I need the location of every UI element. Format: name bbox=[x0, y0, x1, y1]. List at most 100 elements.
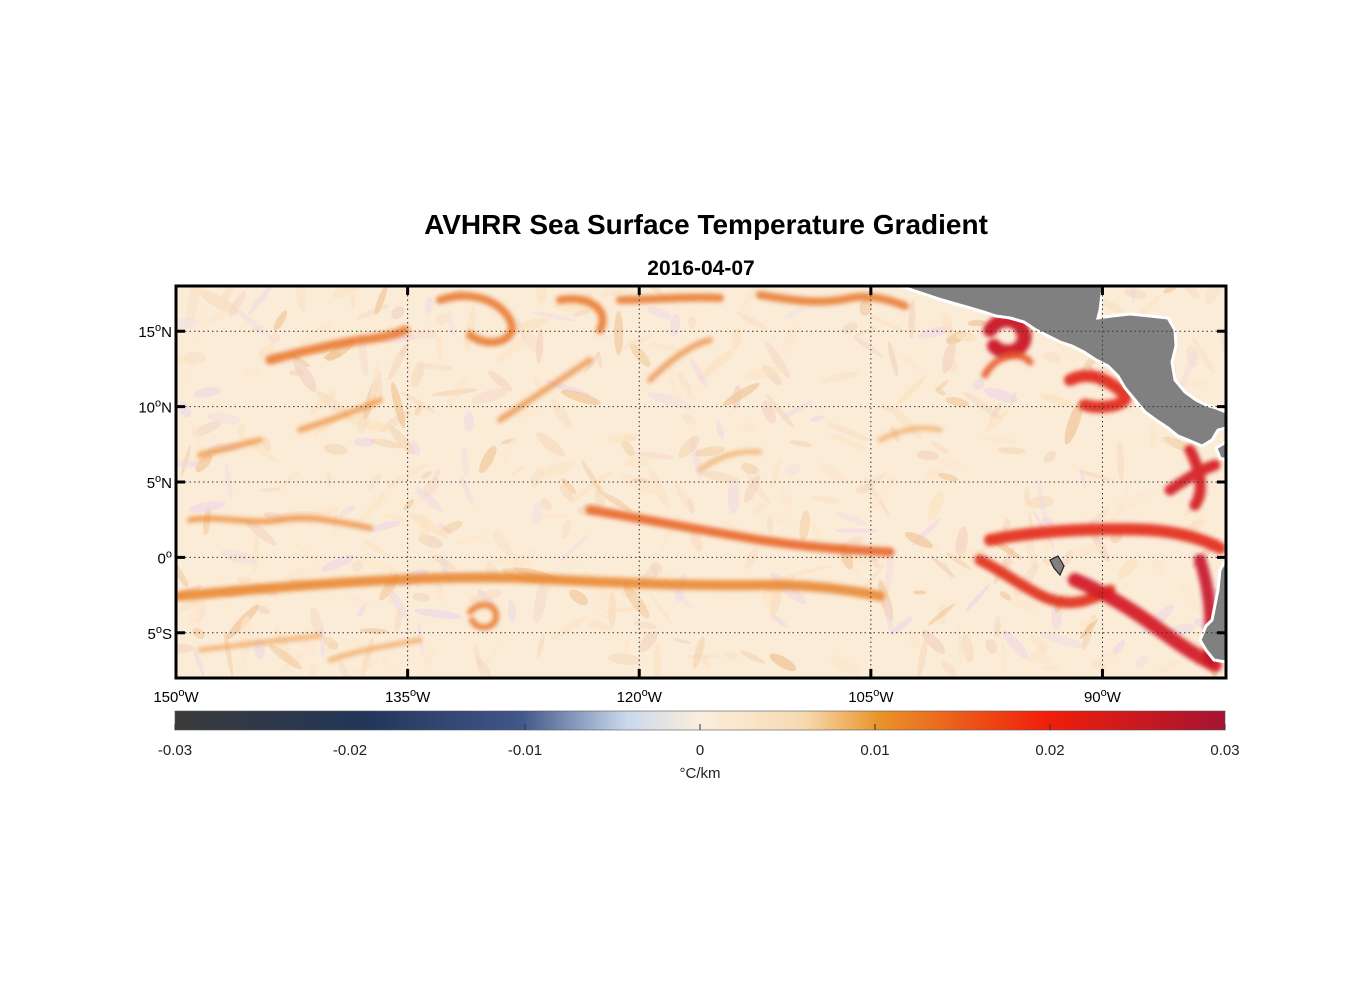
texture-streak bbox=[946, 552, 972, 570]
texture-streak bbox=[968, 319, 986, 327]
texture-streak bbox=[299, 319, 335, 346]
colorbar-unit-label: °C/km bbox=[680, 765, 721, 782]
texture-streak bbox=[630, 343, 651, 367]
texture-streak bbox=[989, 402, 1002, 422]
texture-streak bbox=[979, 434, 1018, 443]
feature-wave-south-1 bbox=[187, 515, 373, 531]
map-area bbox=[176, 286, 1226, 678]
texture-streak bbox=[1077, 617, 1099, 627]
texture-streak bbox=[248, 286, 276, 315]
texture-streak bbox=[789, 440, 813, 447]
texture-streak bbox=[690, 528, 703, 552]
texture-streak bbox=[1028, 646, 1048, 662]
texture-streak bbox=[1153, 659, 1182, 676]
texture-streak bbox=[941, 661, 957, 677]
texture-streak bbox=[409, 513, 450, 538]
texture-streak bbox=[623, 456, 650, 468]
texture-streak bbox=[698, 349, 734, 381]
texture-streak bbox=[887, 341, 899, 377]
texture-streak bbox=[309, 607, 323, 637]
texture-streak bbox=[176, 351, 189, 381]
texture-streak bbox=[843, 555, 882, 567]
texture-streak bbox=[400, 391, 436, 413]
texture-streak bbox=[176, 596, 204, 615]
texture-streak bbox=[464, 306, 476, 352]
texture-streak bbox=[507, 599, 516, 623]
texture-streak bbox=[945, 397, 970, 407]
texture-streak bbox=[687, 316, 696, 329]
texture-streak bbox=[1149, 421, 1157, 450]
texture-streak bbox=[362, 540, 389, 557]
texture-streak bbox=[531, 311, 575, 322]
texture-streak bbox=[837, 512, 868, 526]
texture-streak bbox=[195, 454, 213, 473]
texture-streak bbox=[1176, 580, 1204, 618]
texture-streak bbox=[648, 468, 670, 509]
texture-streak bbox=[222, 286, 236, 304]
texture-streak bbox=[716, 420, 724, 440]
texture-streak bbox=[927, 491, 944, 521]
texture-streak bbox=[1002, 629, 1029, 659]
feature-wave-north-2 bbox=[197, 397, 383, 458]
texture-streak bbox=[573, 470, 612, 501]
texture-streak bbox=[621, 333, 654, 350]
colorbar-tick-label: 0.02 bbox=[1035, 742, 1064, 759]
texture-streak bbox=[997, 447, 1026, 455]
texture-streak bbox=[181, 444, 191, 477]
feature-eddies-north bbox=[436, 292, 607, 347]
texture-streak bbox=[868, 315, 905, 332]
texture-streak bbox=[429, 545, 438, 566]
texture-streak bbox=[539, 513, 568, 519]
texture-streak bbox=[692, 636, 705, 669]
texture-streak bbox=[241, 368, 260, 377]
texture-streak bbox=[1111, 482, 1131, 524]
texture-streak bbox=[268, 644, 303, 670]
texture-streak bbox=[460, 475, 474, 507]
texture-streak bbox=[745, 545, 759, 570]
texture-streak bbox=[1078, 470, 1111, 481]
texture-streak bbox=[859, 563, 885, 594]
texture-streak bbox=[1175, 380, 1211, 387]
texture-streak bbox=[957, 626, 962, 664]
texture-streak bbox=[891, 406, 923, 440]
texture-streak bbox=[432, 468, 441, 482]
texture-streak bbox=[1037, 479, 1047, 521]
texture-streak bbox=[351, 560, 364, 573]
axis-labels: 150oW 135oW 120oW 105oW 90oW 15oN 10oN 5oN 0o 5oS bbox=[138, 322, 1121, 706]
texture-streak bbox=[1060, 549, 1074, 568]
texture-streak bbox=[917, 326, 952, 339]
texture-streak bbox=[403, 499, 415, 511]
texture-streak bbox=[531, 501, 544, 526]
texture-streak bbox=[1006, 595, 1037, 611]
texture-streak bbox=[1146, 550, 1166, 575]
texture-streak bbox=[608, 653, 641, 665]
texture-streak bbox=[633, 621, 658, 630]
texture-streak bbox=[581, 460, 603, 495]
texture-streak bbox=[770, 588, 782, 615]
texture-streak bbox=[681, 413, 697, 426]
texture-streak bbox=[955, 332, 977, 342]
texture-streak bbox=[722, 382, 760, 407]
texture-streak bbox=[880, 405, 894, 412]
texture-streak bbox=[207, 412, 242, 425]
texture-streak bbox=[647, 392, 692, 409]
texture-streak bbox=[1042, 516, 1055, 527]
texture-streak bbox=[414, 404, 423, 416]
texture-streak bbox=[550, 398, 572, 429]
texture-streak bbox=[780, 480, 793, 513]
texture-streak bbox=[228, 290, 247, 317]
texture-streak bbox=[252, 525, 260, 573]
texture-streak bbox=[1028, 634, 1050, 651]
texture-streak bbox=[672, 638, 691, 644]
texture-streak bbox=[1091, 659, 1108, 672]
texture-streak bbox=[998, 666, 1007, 678]
texture-streak bbox=[223, 630, 234, 678]
texture-streak bbox=[765, 341, 791, 379]
texture-streak bbox=[418, 534, 443, 549]
texture-streak bbox=[829, 654, 861, 677]
texture-streak bbox=[961, 634, 974, 663]
texture-streak bbox=[431, 388, 479, 397]
texture-streak bbox=[176, 317, 199, 330]
texture-streak bbox=[1070, 544, 1105, 557]
lon-tick-label: 90oW bbox=[1084, 687, 1122, 706]
